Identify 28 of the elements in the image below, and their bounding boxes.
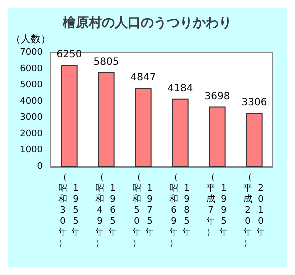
bar <box>246 113 263 167</box>
y-tick-label: 3000 <box>20 113 44 124</box>
y-tick-label: 1000 <box>20 146 44 156</box>
bar <box>98 72 115 167</box>
y-tick-label: 0 <box>37 162 44 172</box>
category-label: （昭和69年） 1985年 <box>170 173 192 249</box>
data-label: 4847 <box>130 72 156 84</box>
category-label: （平成7年） 1995年 <box>206 173 228 238</box>
data-label: 4184 <box>168 83 194 94</box>
bar <box>61 65 78 167</box>
y-tick-label: 5000 <box>20 80 44 91</box>
data-label: 6250 <box>56 50 82 61</box>
bar <box>135 88 152 167</box>
data-label: 5805 <box>94 56 120 68</box>
category-label: （昭和49年） 1965年 <box>96 173 118 249</box>
data-label: 3698 <box>204 91 230 102</box>
chart-title: 檜原村の人口のうつりかわり <box>62 16 232 31</box>
bar <box>209 106 226 167</box>
y-axis-title: （人数） <box>11 34 51 46</box>
category-label: （平成20年） 2010年 <box>244 173 266 249</box>
y-tick-label: 2000 <box>20 129 44 140</box>
data-label: 3306 <box>242 98 268 109</box>
bar <box>172 98 189 167</box>
y-tick-label: 6000 <box>20 64 44 74</box>
category-label: （昭和50年） 1975年 <box>132 173 154 249</box>
y-tick-label: 4000 <box>20 96 44 107</box>
category-label: （昭和30年） 1955年 <box>58 173 80 249</box>
y-tick-label: 7000 <box>20 48 44 58</box>
